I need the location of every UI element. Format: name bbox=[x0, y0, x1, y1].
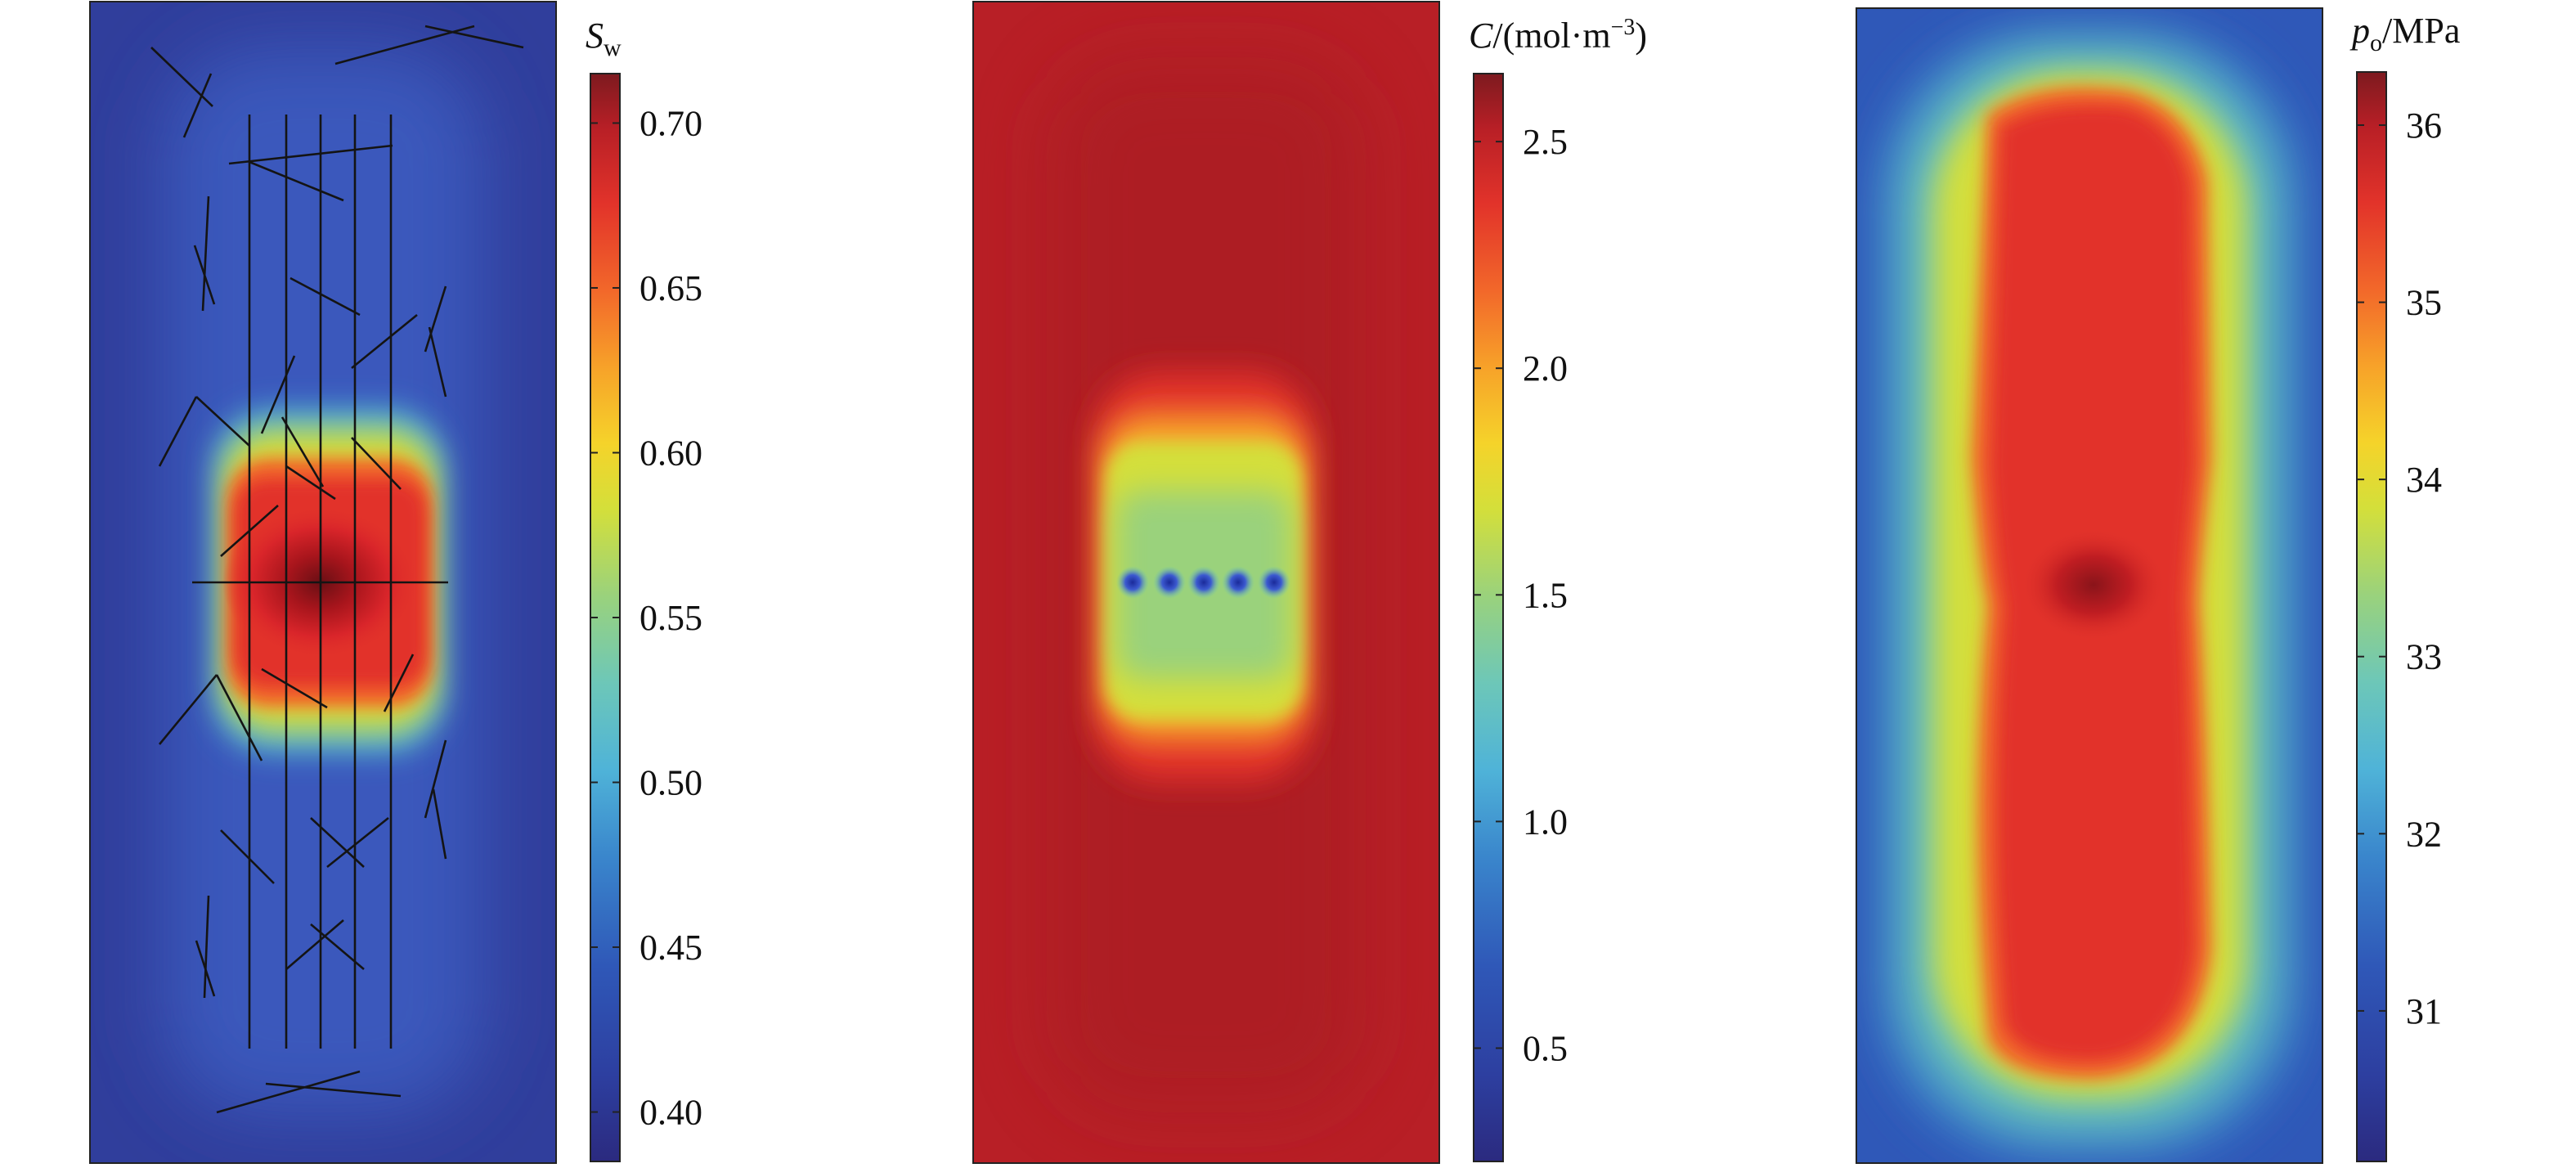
colorbar-tick-label: 1.5 bbox=[1523, 575, 1568, 615]
panel-pressure: 31 32 33 34 35 36 po/MPa bbox=[1856, 7, 2460, 1164]
colorbar-tick-label: 0.50 bbox=[640, 763, 702, 803]
c-frame bbox=[972, 1, 1440, 1164]
c-colorbar-label: C/(mol·m−3) bbox=[1469, 15, 1647, 56]
sw-colorbar-label: Sw bbox=[586, 16, 622, 61]
c-well-point bbox=[1153, 566, 1186, 599]
colorbar-tick-label: 35 bbox=[2406, 283, 2442, 323]
colorbar-tick-label: 2.0 bbox=[1523, 348, 1568, 389]
panel-saturation: 0.40 0.45 0.50 0.55 0.60 0.65 0.70 Sw bbox=[89, 1, 702, 1164]
sw-frame bbox=[89, 1, 557, 1164]
colorbar-tick-label: 0.55 bbox=[640, 598, 702, 638]
panel-concentration: 0.5 1.0 1.5 2.0 2.5 C/(mol·m−3) bbox=[972, 1, 1647, 1164]
colorbar-tick-label: 1.0 bbox=[1523, 802, 1568, 842]
colorbar-tick-label: 0.70 bbox=[640, 103, 702, 143]
c-well-point bbox=[1258, 566, 1290, 599]
colorbar-tick-label: 0.5 bbox=[1523, 1028, 1568, 1068]
c-colorbar-ticks: 0.5 1.0 1.5 2.0 2.5 bbox=[1474, 122, 1568, 1068]
p-colorbar-label: po/MPa bbox=[2349, 11, 2460, 56]
c-well-point bbox=[1187, 566, 1220, 599]
colorbar-tick-label: 0.60 bbox=[640, 433, 702, 473]
colorbar-tick-label: 0.40 bbox=[640, 1093, 702, 1133]
colorbar-tick-label: 2.5 bbox=[1523, 122, 1568, 162]
p-colorbar bbox=[2356, 71, 2387, 1162]
colorbar-tick-label: 33 bbox=[2406, 637, 2442, 677]
c-colorbar bbox=[1473, 73, 1504, 1162]
colorbar-tick-label: 31 bbox=[2406, 991, 2442, 1031]
colorbar-tick-label: 34 bbox=[2406, 460, 2442, 500]
colorbar-tick-label: 36 bbox=[2406, 106, 2442, 146]
p-frame bbox=[1856, 7, 2323, 1164]
c-well-point bbox=[1116, 566, 1149, 599]
sw-colorbar-ticks: 0.40 0.45 0.50 0.55 0.60 0.65 0.70 bbox=[590, 103, 702, 1133]
colorbar-tick-label: 32 bbox=[2406, 814, 2442, 854]
c-well-point bbox=[1222, 566, 1254, 599]
colorbar-tick-label: 0.45 bbox=[640, 928, 702, 968]
p-colorbar-ticks: 31 32 33 34 35 36 bbox=[2357, 106, 2442, 1031]
colorbar-tick-label: 0.65 bbox=[640, 268, 702, 308]
p-center-max bbox=[2020, 528, 2167, 642]
